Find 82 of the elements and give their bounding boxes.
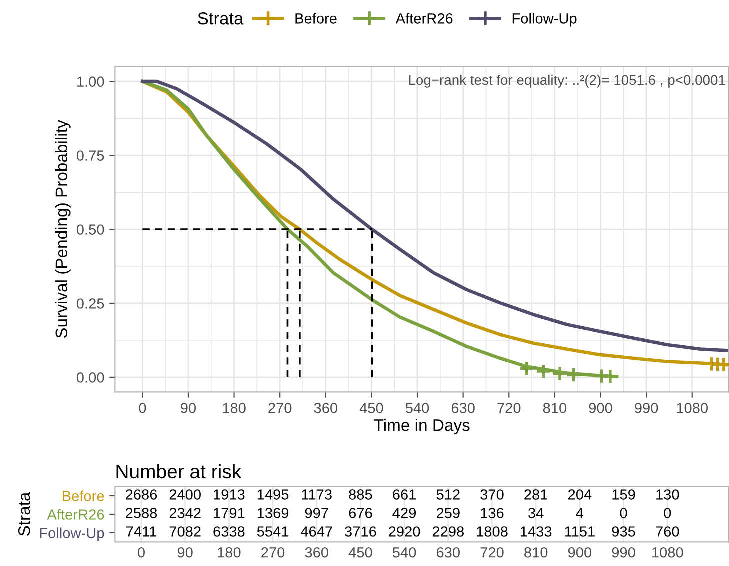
data-label: 1791 <box>214 508 245 518</box>
y-axis-title: Strata <box>18 492 30 536</box>
data-label: 130 <box>656 490 680 500</box>
data-label: 7411 <box>126 526 156 537</box>
x-tick-label: 360 <box>305 547 328 558</box>
data-label: 1151 <box>565 526 595 537</box>
data-label: 760 <box>656 526 680 537</box>
x-tick-label: 540 <box>392 547 416 558</box>
data-label: 370 <box>480 490 504 500</box>
x-tick-label: 810 <box>524 547 548 558</box>
data-label: 4 <box>576 508 584 518</box>
x-tick-label: 990 <box>612 547 636 558</box>
data-label: 5541 <box>257 526 289 537</box>
y-tick-label: Follow-Up <box>40 528 104 542</box>
chart-title: Number at risk <box>116 464 242 479</box>
data-label: 676 <box>349 508 372 518</box>
x-tick-label: 720 <box>480 547 504 558</box>
data-label: 2920 <box>389 526 420 537</box>
data-label: 2686 <box>126 490 158 500</box>
data-label: 2588 <box>126 508 158 518</box>
x-tick-label: 900 <box>568 547 592 558</box>
data-label: 1913 <box>214 490 245 500</box>
x-tick-label: 990 <box>635 403 658 414</box>
data-label: 935 <box>612 526 636 537</box>
x-tick-label: 450 <box>360 403 384 414</box>
x-tick-label: 270 <box>268 403 292 414</box>
y-tick-label: 1.00 <box>77 76 104 88</box>
data-label: 1433 <box>520 526 552 537</box>
data-label: 136 <box>481 508 504 518</box>
annotation: Log−rank test for equality: ..²(2)= 1051.6 , p<0.0001 <box>409 74 726 88</box>
x-tick-label: 720 <box>498 403 521 414</box>
data-label: 2342 <box>170 508 201 518</box>
data-label: 4647 <box>300 526 332 537</box>
x-tick-label: 1080 <box>677 403 708 414</box>
x-tick-label: 900 <box>589 403 612 414</box>
x-tick-label: 1080 <box>652 547 684 558</box>
data-label: 6338 <box>214 526 245 537</box>
data-label: 0 <box>620 508 628 518</box>
y-tick-label: 0.25 <box>76 298 104 309</box>
x-tick-label: 810 <box>543 403 567 414</box>
x-tick-label: 270 <box>262 547 285 558</box>
x-tick-label: 90 <box>178 547 193 558</box>
y-tick-label: 0.00 <box>76 372 104 383</box>
x-tick-label: 630 <box>436 547 460 558</box>
y-tick-label: AfterR26 <box>47 509 104 520</box>
x-tick-label: 630 <box>452 403 475 414</box>
data-label: 1173 <box>302 490 332 500</box>
data-label: 0 <box>664 508 672 518</box>
data-label: 1495 <box>258 490 289 500</box>
x-axis-title: Time in Days <box>374 419 470 435</box>
legend-title: Strata <box>198 12 244 25</box>
data-label: 1808 <box>477 526 508 537</box>
x-tick-label: 180 <box>218 547 241 558</box>
data-label: 512 <box>436 490 460 500</box>
data-label: 7082 <box>170 526 201 537</box>
x-tick-label: 180 <box>223 403 246 414</box>
data-label: 3716 <box>345 526 376 537</box>
x-tick-label: 90 <box>181 403 196 414</box>
data-label: 661 <box>393 490 416 500</box>
data-label: 34 <box>528 508 544 518</box>
y-tick-label: 0.75 <box>76 150 104 161</box>
x-tick-label: 450 <box>348 547 372 558</box>
x-tick-label: 360 <box>314 403 338 414</box>
data-label: 2298 <box>432 526 464 537</box>
x-tick-label: 0 <box>138 547 145 558</box>
data-label: 1369 <box>258 508 289 518</box>
data-label: 2400 <box>170 490 201 500</box>
y-tick-label: Before <box>63 490 104 502</box>
x-tick-label: 0 <box>139 403 146 414</box>
data-label: 259 <box>436 508 460 518</box>
legend-label: AfterR26 <box>396 13 453 24</box>
y-tick-label: 0.50 <box>76 224 104 235</box>
legend-label: Follow-Up <box>512 13 577 27</box>
data-label: 281 <box>524 490 548 500</box>
y-axis-title: Survival (Pending) Probability <box>55 120 71 338</box>
x-tick-label: 540 <box>406 403 430 414</box>
data-label: 204 <box>568 490 592 500</box>
legend-label: Before <box>296 13 337 24</box>
data-label: 429 <box>392 508 416 518</box>
data-label: 159 <box>612 490 636 500</box>
data-label: 997 <box>305 508 328 518</box>
data-label: 885 <box>349 490 372 500</box>
